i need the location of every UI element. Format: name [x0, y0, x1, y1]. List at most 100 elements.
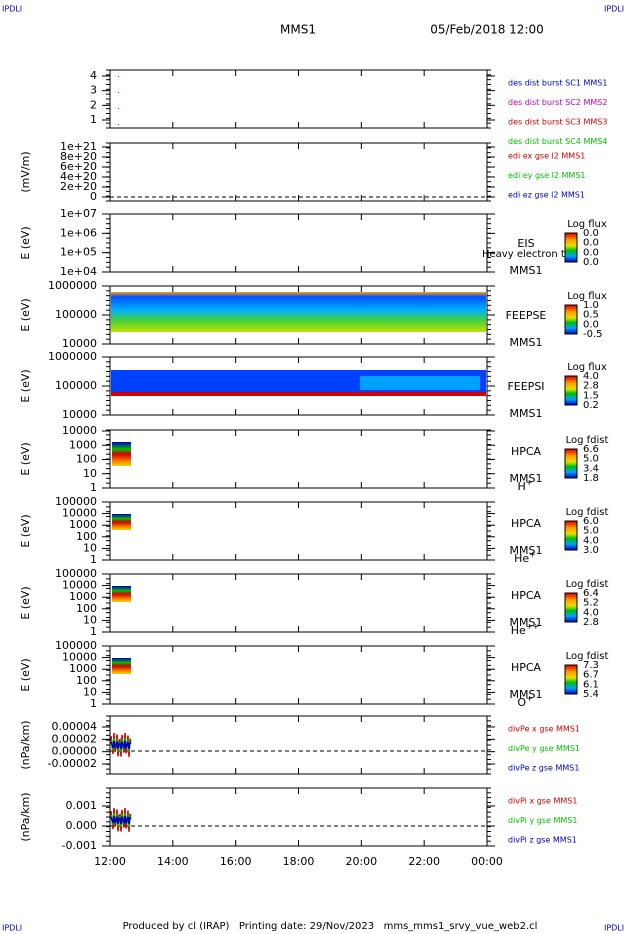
colorbar-tick-label: 2.8 — [583, 617, 599, 628]
y-axis-label: (mV/m) — [19, 151, 32, 192]
y-axis-label: E (eV) — [19, 586, 32, 619]
colorbar-tick-label: 6.0 — [583, 516, 599, 527]
x-tick-label: 18:00 — [283, 855, 315, 868]
spectrogram — [111, 392, 486, 396]
colorbar-tick-label: 6.7 — [583, 670, 599, 681]
colorbar-tick-label: 0.5 — [583, 310, 599, 321]
y-tick-label: 10 — [83, 685, 97, 698]
y-tick-label: 100 — [76, 674, 97, 687]
legend-entry: divPi x gse MMS1 — [508, 797, 577, 806]
instrument-label: EIS — [517, 237, 534, 250]
y-tick-label: 100000 — [55, 567, 97, 580]
panel-frame — [109, 429, 488, 489]
corner-label: IPDLI — [604, 924, 624, 933]
colorbar-tick-label: 1.8 — [583, 473, 599, 484]
colorbar-tick-label: 7.3 — [583, 660, 599, 671]
y-tick-label: 1000 — [69, 662, 97, 675]
y-tick-label: 10000 — [62, 579, 97, 592]
colorbar-tick-label: -0.5 — [583, 329, 603, 340]
y-tick-label: 0.001 — [66, 799, 98, 812]
colorbar — [564, 232, 578, 263]
species-charge: + — [526, 694, 533, 703]
legend-entry: des dist burst SC2 MMS2 — [508, 98, 607, 107]
colorbar-tick-label: 5.4 — [583, 689, 599, 700]
instrument-label: FEEPSE — [506, 309, 547, 322]
species-charge: + — [526, 478, 533, 487]
instrument-label: HPCA — [511, 445, 542, 458]
colorbar — [564, 375, 578, 406]
colorbar-tick-label: 6.4 — [583, 588, 599, 599]
spectrogram — [112, 514, 131, 530]
y-tick-label: 4 — [90, 69, 97, 82]
dot — [118, 124, 119, 125]
panel-frame — [109, 645, 488, 705]
y-tick-label: 0.00000 — [52, 745, 98, 758]
species-label: He+ — [514, 550, 536, 566]
y-tick-label: 10000 — [62, 408, 97, 421]
corner-label: IPDLI — [2, 5, 22, 14]
species-base: He — [511, 624, 526, 637]
colorbar — [564, 448, 578, 479]
colorbar-tick-label: 4.0 — [583, 371, 599, 382]
y-tick-label: 1 — [90, 113, 97, 126]
instrument-label: MMS1 — [510, 472, 543, 485]
instrument-label: HPCA — [511, 517, 542, 530]
note: Heavy electron to — [482, 249, 571, 260]
y-tick-label: 100000 — [55, 495, 97, 508]
y-axis-label: (nPa/km) — [19, 720, 32, 769]
y-tick-label: 6e+20 — [60, 160, 97, 173]
y-tick-label: 1000000 — [48, 350, 97, 363]
y-tick-label: 1e+06 — [60, 226, 97, 239]
y-axis-label: E (eV) — [19, 226, 32, 259]
dot — [118, 76, 119, 77]
colorbar-title: Log flux — [567, 291, 607, 302]
colorbar-tick-label: 5.2 — [583, 598, 599, 609]
instrument-label: HPCA — [511, 661, 542, 674]
dot — [118, 92, 119, 93]
spectrogram — [112, 586, 131, 602]
colorbar — [564, 520, 578, 551]
instrument-label: MMS1 — [510, 616, 543, 629]
y-tick-label: 100000 — [55, 639, 97, 652]
legend-entry: edi ex gse l2 MMS1 — [508, 152, 585, 161]
y-tick-label: 10000 — [62, 337, 97, 350]
y-tick-label: 1 — [90, 697, 97, 710]
legend-entry: des dist burst SC3 MMS3 — [508, 118, 607, 127]
panel-frame — [109, 142, 488, 202]
y-axis-label: E (eV) — [19, 514, 32, 547]
x-tick-label: 20:00 — [345, 855, 377, 868]
y-tick-label: 1e+04 — [60, 265, 97, 278]
colorbar-tick-label: 4.0 — [583, 607, 599, 618]
y-tick-label: 1 — [90, 481, 97, 494]
spectrogram — [111, 292, 486, 332]
x-tick-label: 16:00 — [220, 855, 252, 868]
colorbar-tick-label: 4.0 — [583, 535, 599, 546]
y-tick-label: 10000 — [62, 424, 97, 437]
y-tick-label: 1e+21 — [60, 140, 97, 153]
y-tick-label: 0.00002 — [52, 732, 98, 745]
trace — [110, 740, 132, 751]
instrument-label: MMS1 — [510, 407, 543, 420]
y-tick-label: 1 — [90, 625, 97, 638]
y-tick-label: 8e+20 — [60, 150, 97, 163]
panel-frame — [109, 787, 488, 847]
y-tick-label: 100000 — [55, 379, 97, 392]
colorbar-title: Log fdist — [566, 579, 609, 590]
panel-frame — [109, 213, 488, 273]
instrument-label: MMS1 — [510, 336, 543, 349]
colorbar-tick-label: 1.0 — [583, 300, 599, 311]
y-tick-label: 1000 — [69, 590, 97, 603]
spectrogram — [360, 376, 480, 390]
legend-entry: des dist burst SC4 MMS4 — [508, 137, 607, 146]
species-label: H+ — [518, 478, 533, 494]
x-tick-label: 14:00 — [157, 855, 189, 868]
dot — [118, 108, 119, 109]
y-axis-label: E (eV) — [19, 658, 32, 691]
panel-frame — [109, 573, 488, 633]
panel-frame — [109, 69, 488, 129]
x-tick-label: 22:00 — [408, 855, 440, 868]
colorbar-tick-label: 0.0 — [583, 247, 599, 258]
species-label: O+ — [517, 694, 532, 710]
colorbar-tick-label: 6.6 — [583, 444, 599, 455]
